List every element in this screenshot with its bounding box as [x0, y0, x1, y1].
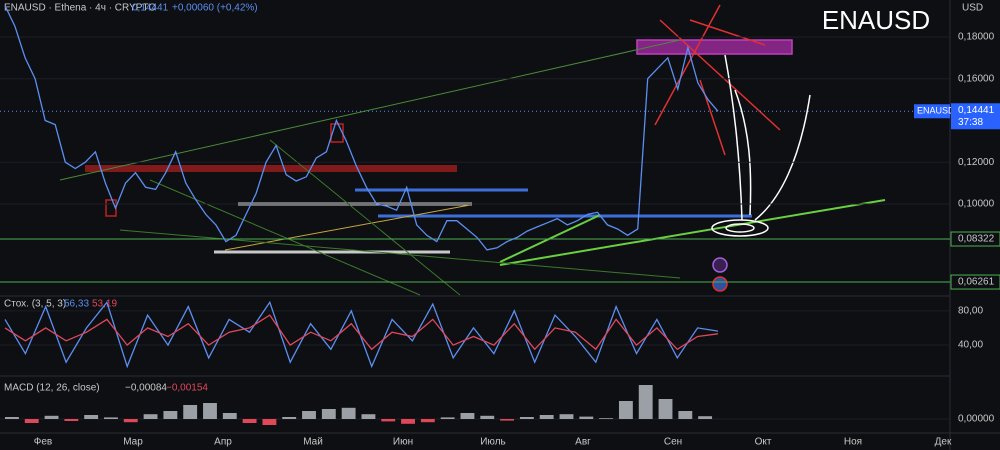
trendline — [269, 139, 461, 296]
trendline — [499, 214, 601, 263]
trendline — [59, 39, 681, 181]
event-icon — [712, 276, 728, 292]
histogram-bar — [460, 413, 475, 419]
price-label-box — [951, 103, 1000, 130]
circle — [711, 219, 769, 237]
series-line — [4, 5, 719, 251]
histogram-bar — [123, 419, 138, 423]
histogram-bar — [599, 418, 614, 419]
histogram-bar — [64, 419, 79, 421]
x-tick-label: Июль — [480, 437, 506, 448]
histogram-bar — [401, 419, 415, 424]
histogram-bar — [5, 417, 19, 419]
histogram-bar — [480, 415, 495, 419]
symbol-label-box — [914, 104, 950, 119]
macd-value: −0,00084 — [125, 383, 167, 394]
histogram-bar — [302, 411, 316, 419]
histogram-bar — [638, 385, 653, 419]
histogram-bar — [24, 419, 39, 423]
histogram-bar — [678, 411, 693, 419]
histogram-bar — [262, 419, 277, 425]
event-icon — [712, 257, 728, 273]
x-tick-label: Май — [303, 437, 323, 448]
histogram-bar — [282, 417, 297, 419]
histogram-bar — [341, 407, 356, 419]
x-tick-label: Авг — [575, 437, 591, 448]
symbol-label: ENAUSD — [917, 106, 955, 116]
histogram-bar — [143, 414, 158, 419]
last-price-label: 0,14441 — [958, 105, 995, 116]
arrow — [724, 54, 743, 221]
trendline — [689, 19, 766, 46]
circle — [725, 223, 755, 233]
y-tick-label: 80,00 — [958, 305, 983, 316]
x-tick-label: Фев — [34, 437, 52, 448]
histogram-bar — [203, 403, 217, 419]
histogram-bar — [104, 417, 118, 419]
histogram-bar — [698, 416, 713, 419]
histogram-bar — [84, 415, 99, 419]
x-tick-label: Апр — [214, 437, 232, 448]
price-label: 0,08322 — [958, 234, 995, 245]
histogram-bar — [242, 419, 257, 423]
zone — [636, 39, 793, 55]
y-tick-label: 0,12000 — [958, 157, 995, 168]
y-tick-label: 0,18000 — [958, 32, 995, 43]
drawings — [59, 4, 886, 296]
histogram-bar — [559, 414, 574, 419]
zone — [85, 165, 457, 172]
header-change: +0,00060 (+0,42%) — [172, 3, 258, 14]
series-line — [4, 314, 719, 351]
countdown: 37:38 — [958, 117, 983, 128]
price-label-box — [950, 231, 1000, 247]
macd-title: MACD (12, 26, close) — [4, 383, 100, 394]
histogram-bar — [579, 416, 594, 419]
histogram-bar — [618, 401, 633, 419]
histogram-bar — [361, 414, 376, 419]
y-tick-label: 0,16000 — [958, 73, 995, 84]
trendline — [119, 229, 681, 279]
x-tick-label: Сен — [664, 437, 682, 448]
y-tick-label: 40,00 — [958, 340, 983, 351]
trendline — [499, 199, 886, 266]
price-label: 0,06261 — [958, 277, 995, 288]
y-tick-label: 0,10000 — [958, 199, 995, 210]
x-tick-label: Мар — [123, 437, 143, 448]
signal-value: −0,00154 — [166, 383, 208, 394]
arrow — [734, 89, 752, 216]
histogram-bar — [381, 419, 396, 422]
header-price: 0,14441 — [132, 3, 169, 14]
histogram-bar — [222, 413, 237, 419]
x-tick-label: Июн — [393, 437, 413, 448]
histogram-bar — [658, 399, 673, 419]
histogram-bar — [44, 415, 59, 419]
histogram-bar — [321, 409, 336, 419]
stoch-k-value: 56,33 — [64, 299, 89, 310]
histogram-bar — [163, 411, 178, 419]
x-tick-label: Дек — [935, 437, 952, 448]
trendline — [654, 4, 721, 126]
histogram-bar — [440, 417, 455, 419]
histogram-bar — [519, 417, 534, 419]
x-tick-label: Ноя — [844, 437, 862, 448]
stoch-title: Стох. (3, 5, 3) — [4, 299, 66, 310]
y-tick-label: 0,00000 — [958, 414, 995, 425]
histogram-bar — [420, 419, 435, 423]
x-tick-label: Окт — [755, 437, 772, 448]
header-symbol: ENAUSD · Ethena · 4ч · CRYPTO — [4, 3, 156, 14]
currency: USD — [962, 3, 983, 14]
arrow — [754, 94, 811, 221]
histogram-bar — [539, 415, 554, 419]
price-label-box — [950, 274, 1000, 290]
histogram-bar — [183, 405, 198, 419]
histogram-bar — [500, 419, 515, 421]
series-line — [4, 300, 719, 369]
chart-title: ENAUSD — [822, 5, 930, 35]
